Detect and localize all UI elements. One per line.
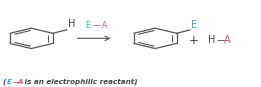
Text: H: H xyxy=(68,19,76,29)
Text: +: + xyxy=(189,34,199,47)
Text: H: H xyxy=(208,35,215,45)
Text: E: E xyxy=(7,79,12,85)
Text: A: A xyxy=(102,21,107,30)
Text: A: A xyxy=(224,35,230,45)
Text: (: ( xyxy=(2,78,5,85)
Text: E: E xyxy=(86,21,90,30)
Text: is an electrophilic reactant): is an electrophilic reactant) xyxy=(22,78,138,85)
Text: A: A xyxy=(17,79,23,85)
Text: —: — xyxy=(13,79,20,85)
Text: —: — xyxy=(216,35,226,45)
Text: E: E xyxy=(191,20,197,30)
Text: —: — xyxy=(93,21,100,30)
